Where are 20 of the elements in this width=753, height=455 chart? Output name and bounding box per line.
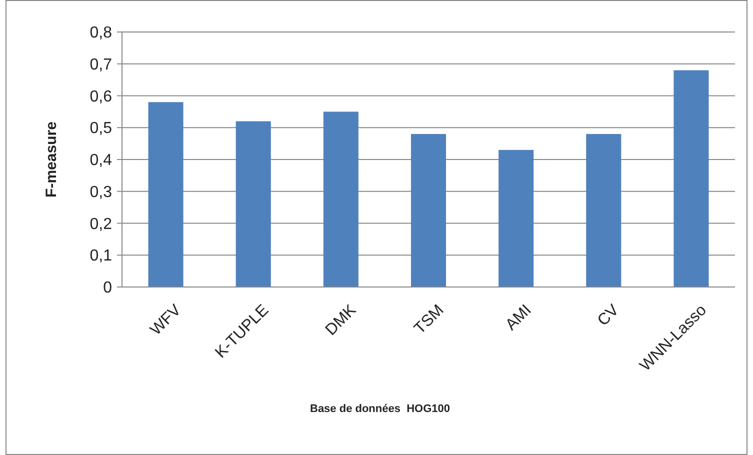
- bar: [674, 70, 709, 287]
- y-tick-label: 0,7: [90, 56, 112, 74]
- x-axis-title: Base de données HOG100: [310, 403, 450, 415]
- y-tick-label: 0,5: [90, 120, 112, 138]
- y-tick-label: 0,1: [90, 248, 112, 265]
- bar: [323, 112, 358, 287]
- y-tick-label: 0,4: [90, 152, 112, 170]
- x-tick-label: CV: [594, 302, 623, 330]
- bar: [148, 102, 184, 287]
- y-tick-label: 0,2: [90, 216, 112, 233]
- y-tick-label: 0,6: [90, 88, 112, 106]
- y-axis-title: F-measure: [43, 122, 60, 198]
- bar: [410, 134, 446, 287]
- y-tick-label: 0,8: [90, 24, 112, 42]
- bar: [236, 121, 271, 287]
- bar: [498, 150, 534, 287]
- x-tick-label: AMI: [502, 302, 535, 334]
- y-tick-label: 0: [103, 280, 112, 297]
- y-tick-label: 0,3: [90, 184, 112, 201]
- bar: [586, 134, 622, 287]
